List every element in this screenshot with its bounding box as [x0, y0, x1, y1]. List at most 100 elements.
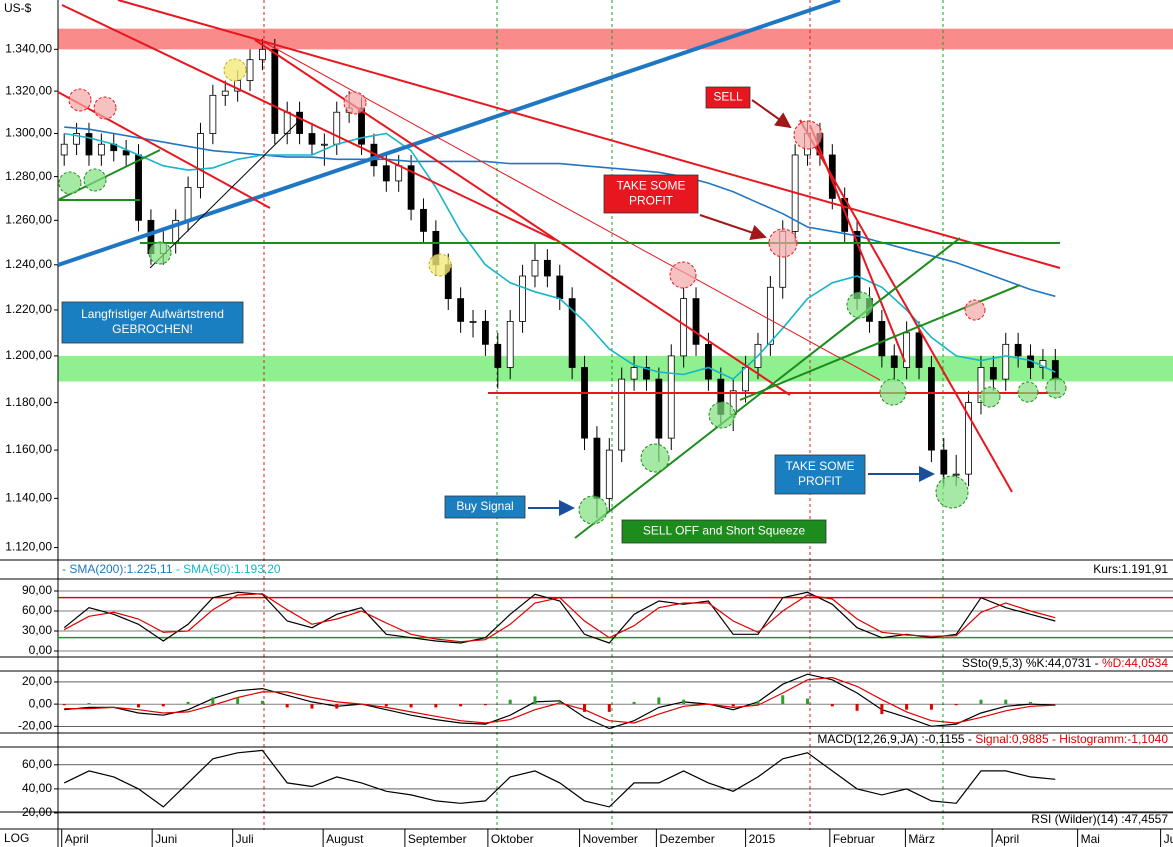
candle-body [1014, 343, 1022, 357]
candle-body [643, 367, 650, 380]
candle-body [903, 332, 911, 368]
candle-body [605, 449, 613, 499]
x-tick-label: März [908, 832, 935, 846]
annotation-text: TAKE SOME [616, 179, 685, 193]
histogram-bar [979, 699, 983, 705]
indicator-line [63, 749, 1056, 808]
candle-body [989, 367, 997, 380]
histogram-bar [806, 698, 810, 705]
circle [708, 401, 736, 429]
indicator-line [64, 673, 1056, 730]
circle [964, 299, 986, 321]
circle [428, 253, 452, 277]
indicator-label: RSI (Wilder)(14) :47,4557 [1031, 812, 1168, 826]
candle-body [742, 367, 749, 392]
label-part: RSI (Wilder)(14) :47,4557 [1031, 812, 1168, 826]
y-tick-label: 1.140,00 [5, 491, 52, 505]
candle-body [259, 48, 266, 61]
circle [768, 228, 798, 258]
candle-body [395, 165, 403, 182]
y-tick-label: 90,00 [22, 583, 52, 597]
candle-body [494, 343, 502, 368]
trendline [57, 0, 841, 267]
y-tick-label: -20,00 [18, 718, 52, 732]
circle [83, 168, 107, 192]
candle-body [135, 154, 142, 221]
candle-body [221, 90, 229, 96]
candle-body [457, 298, 465, 322]
annotation-box [705, 86, 751, 109]
circle [1045, 377, 1067, 399]
candle-body [581, 367, 588, 439]
histogram-bar [1004, 699, 1008, 705]
price-label: Kurs:1.191,91 [1093, 562, 1168, 576]
x-tick-label: April [65, 832, 89, 846]
arrows [528, 99, 935, 516]
histogram-bar [905, 704, 909, 710]
candle-body [85, 133, 93, 156]
sma-info-part: - SMA(200):1.225,11 [62, 562, 173, 576]
histogram-bar [855, 704, 859, 711]
histogram-bar [409, 704, 413, 708]
candle-body [60, 143, 68, 156]
candle-body [407, 165, 415, 210]
candle-body [618, 378, 626, 451]
y-tick-label: 1.220,00 [5, 302, 52, 316]
candle-body [915, 332, 923, 368]
y-tick-label: 1.160,00 [5, 442, 52, 456]
circle [68, 88, 92, 112]
candle-body [766, 286, 774, 345]
candle-body [1051, 360, 1059, 380]
histogram-bar [731, 704, 735, 707]
circle [58, 171, 82, 195]
candle-body [705, 343, 712, 380]
annotation-box [61, 301, 244, 344]
candle-body [420, 208, 427, 232]
x-tick-label: Mai [1081, 832, 1100, 846]
candle-body [692, 298, 700, 345]
circle [343, 91, 367, 115]
x-tick-label: September [408, 832, 467, 846]
arrow [751, 99, 792, 129]
candle-body [878, 320, 886, 357]
sma-info-part: - SMA(50):1.193,20 [173, 562, 281, 576]
histogram-bar [607, 704, 611, 712]
signal-circles [58, 58, 1067, 525]
x-tick-label: Dezember [659, 832, 714, 846]
candle-body [122, 150, 130, 156]
candle-body [940, 449, 948, 475]
x-tick-label: Februar [833, 832, 875, 846]
sma-line [64, 132, 1056, 381]
annotation-text: PROFIT [629, 194, 674, 208]
candle-body [655, 378, 663, 439]
trendlines [57, 0, 1061, 539]
label-part: SSto(9,5,3) %K:44,0731 - [962, 656, 1102, 670]
histogram-bar [632, 701, 636, 705]
histogram-bar [583, 704, 587, 712]
annotation-text: PROFIT [798, 474, 843, 488]
indicator-label: SSto(9,5,3) %K:44,0731 - %D:44,0534 [962, 656, 1168, 670]
circle [669, 261, 697, 289]
y-tick-label: 1.320,00 [5, 83, 52, 97]
candle-body [1002, 343, 1010, 380]
trendline [799, 119, 1013, 493]
circle [1017, 381, 1039, 403]
x-tick-label: Juni [155, 832, 177, 846]
candle-body [593, 437, 601, 499]
candle-body [531, 259, 539, 277]
circle [935, 475, 969, 509]
x-tick-label: Ju [1164, 832, 1173, 846]
candle-body [482, 320, 489, 345]
annotation-box [774, 454, 866, 495]
candle-body [630, 367, 638, 380]
histogram-bar [781, 695, 785, 705]
x-tick-label: Juli [236, 832, 254, 846]
circle [578, 495, 608, 525]
candle-body [519, 275, 526, 322]
y-tick-label: 20,00 [22, 805, 52, 819]
circle [148, 241, 172, 265]
candle-body [308, 133, 316, 145]
histogram-bar [260, 700, 264, 705]
annotation-text: SELL [713, 90, 743, 104]
